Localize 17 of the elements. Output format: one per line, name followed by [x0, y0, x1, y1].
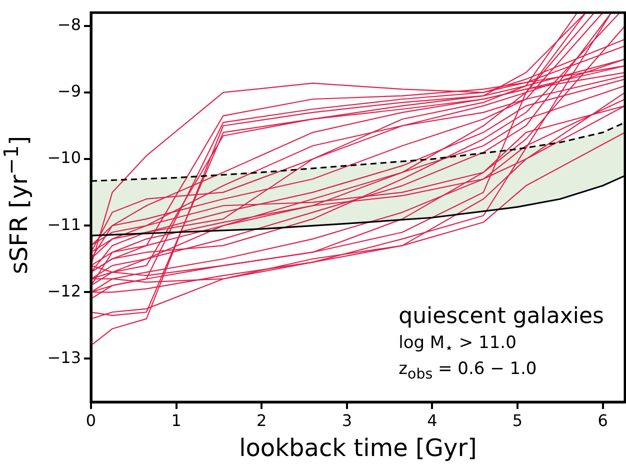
x-tick-label: 2: [256, 410, 267, 430]
x-tick-label: 3: [342, 410, 352, 430]
x-tick-label: 6: [598, 410, 608, 430]
annotation: log M$_{⋆}$ > 11.0: [398, 333, 518, 357]
x-tick-label: 5: [512, 410, 523, 430]
y-tick-label: −13: [47, 348, 81, 367]
x-axis-title: lookback time [Gyr]: [239, 434, 477, 462]
annotation: z$_{obs}$ = 0.6 − 1.0: [398, 358, 538, 382]
x-tick-label: 1: [171, 410, 182, 430]
y-tick-label: −12: [47, 281, 81, 300]
x-tick-label: 0: [86, 410, 96, 430]
y-tick-label: −10: [47, 148, 81, 168]
y-tick-label: −11: [47, 214, 81, 234]
y-tick-label: −9: [57, 82, 81, 101]
x-tick-label: 4: [427, 410, 438, 430]
y-tick-label: −8: [57, 15, 81, 34]
annotation: quiescent galaxies: [398, 304, 604, 330]
